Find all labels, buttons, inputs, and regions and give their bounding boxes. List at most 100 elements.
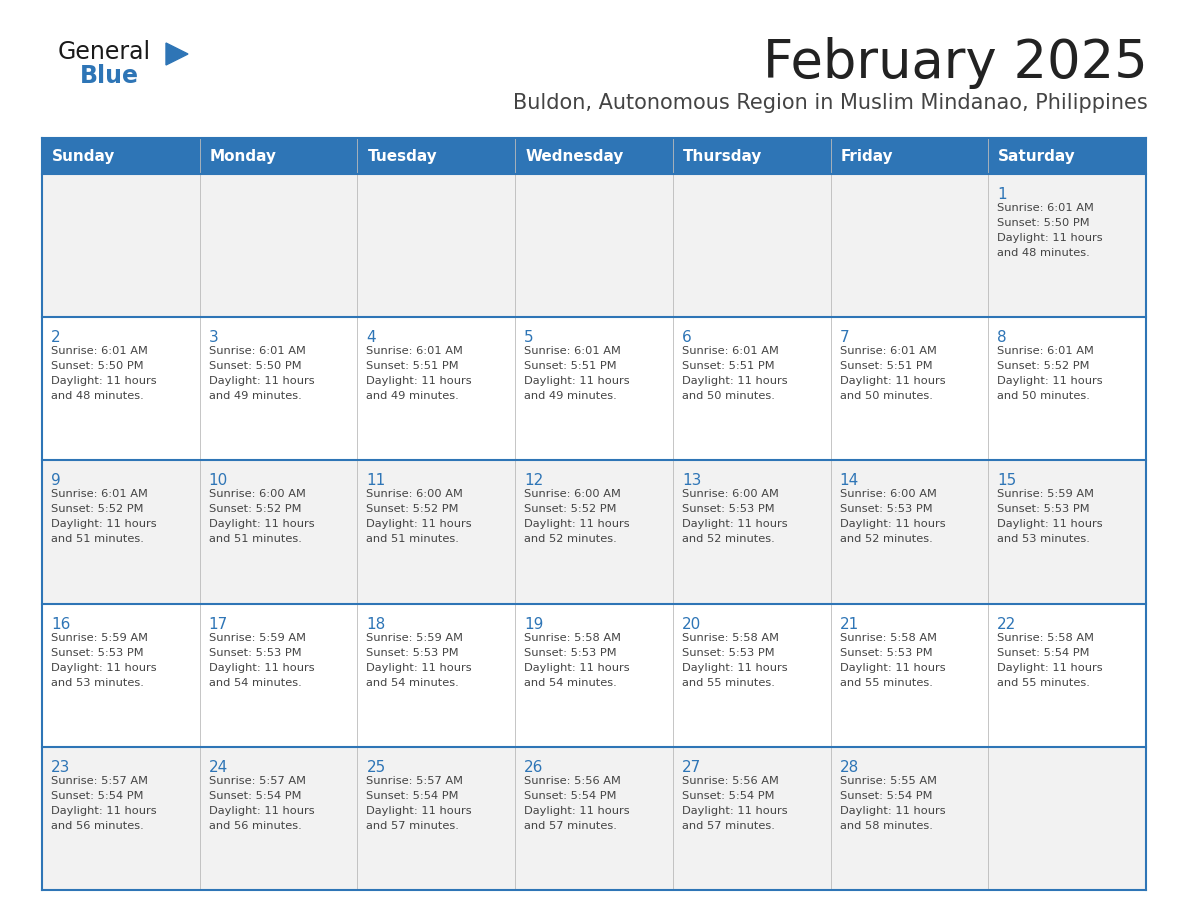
Text: Sunrise: 5:57 AM: Sunrise: 5:57 AM (209, 776, 305, 786)
Text: Sunrise: 5:58 AM: Sunrise: 5:58 AM (524, 633, 621, 643)
Text: Monday: Monday (210, 149, 277, 163)
Text: Friday: Friday (841, 149, 893, 163)
Text: Blue: Blue (80, 64, 139, 88)
Text: Sunset: 5:53 PM: Sunset: 5:53 PM (682, 647, 775, 657)
Text: Sunrise: 5:57 AM: Sunrise: 5:57 AM (366, 776, 463, 786)
Text: and 52 minutes.: and 52 minutes. (682, 534, 775, 544)
Text: Sunset: 5:53 PM: Sunset: 5:53 PM (209, 647, 302, 657)
Text: 5: 5 (524, 330, 533, 345)
Text: and 54 minutes.: and 54 minutes. (366, 677, 460, 688)
Text: Sunrise: 5:56 AM: Sunrise: 5:56 AM (524, 776, 621, 786)
Text: Sunset: 5:50 PM: Sunset: 5:50 PM (997, 218, 1089, 228)
Text: Sunset: 5:53 PM: Sunset: 5:53 PM (51, 647, 144, 657)
Text: Sunset: 5:54 PM: Sunset: 5:54 PM (840, 790, 933, 800)
Text: Sunrise: 5:59 AM: Sunrise: 5:59 AM (51, 633, 148, 643)
Text: 2: 2 (51, 330, 61, 345)
Text: Daylight: 11 hours: Daylight: 11 hours (209, 806, 315, 816)
Text: 11: 11 (366, 474, 386, 488)
Text: Daylight: 11 hours: Daylight: 11 hours (682, 663, 788, 673)
Text: and 51 minutes.: and 51 minutes. (366, 534, 460, 544)
Text: and 48 minutes.: and 48 minutes. (51, 391, 144, 401)
Text: Daylight: 11 hours: Daylight: 11 hours (51, 806, 157, 816)
Text: and 55 minutes.: and 55 minutes. (840, 677, 933, 688)
Text: Daylight: 11 hours: Daylight: 11 hours (524, 376, 630, 386)
Text: 10: 10 (209, 474, 228, 488)
Text: Sunset: 5:53 PM: Sunset: 5:53 PM (524, 647, 617, 657)
Text: Daylight: 11 hours: Daylight: 11 hours (524, 806, 630, 816)
Text: Sunrise: 6:00 AM: Sunrise: 6:00 AM (366, 489, 463, 499)
Text: and 52 minutes.: and 52 minutes. (524, 534, 617, 544)
Text: 23: 23 (51, 760, 70, 775)
Text: 25: 25 (366, 760, 386, 775)
Text: 8: 8 (997, 330, 1007, 345)
Text: Daylight: 11 hours: Daylight: 11 hours (997, 520, 1102, 530)
Bar (42, 604, 1146, 747)
Text: 14: 14 (840, 474, 859, 488)
Text: Wednesday: Wednesday (525, 149, 624, 163)
Text: Daylight: 11 hours: Daylight: 11 hours (997, 233, 1102, 243)
Text: Sunrise: 5:59 AM: Sunrise: 5:59 AM (997, 489, 1094, 499)
Text: 6: 6 (682, 330, 691, 345)
Text: 13: 13 (682, 474, 701, 488)
Text: Daylight: 11 hours: Daylight: 11 hours (209, 663, 315, 673)
Text: Sunrise: 5:58 AM: Sunrise: 5:58 AM (682, 633, 779, 643)
Text: Sunset: 5:53 PM: Sunset: 5:53 PM (682, 504, 775, 514)
Text: Daylight: 11 hours: Daylight: 11 hours (366, 663, 472, 673)
Text: Sunset: 5:51 PM: Sunset: 5:51 PM (366, 361, 459, 371)
Text: Sunset: 5:53 PM: Sunset: 5:53 PM (366, 647, 459, 657)
Text: and 57 minutes.: and 57 minutes. (524, 821, 617, 831)
Text: Sunrise: 6:01 AM: Sunrise: 6:01 AM (524, 346, 621, 356)
Text: Daylight: 11 hours: Daylight: 11 hours (209, 376, 315, 386)
Text: Daylight: 11 hours: Daylight: 11 hours (682, 806, 788, 816)
Text: and 49 minutes.: and 49 minutes. (366, 391, 460, 401)
Text: Daylight: 11 hours: Daylight: 11 hours (524, 520, 630, 530)
Text: Sunset: 5:51 PM: Sunset: 5:51 PM (840, 361, 933, 371)
Text: Sunrise: 6:00 AM: Sunrise: 6:00 AM (840, 489, 936, 499)
Text: and 57 minutes.: and 57 minutes. (682, 821, 775, 831)
Text: Sunset: 5:52 PM: Sunset: 5:52 PM (366, 504, 459, 514)
Text: Sunset: 5:50 PM: Sunset: 5:50 PM (209, 361, 302, 371)
Text: Sunrise: 5:59 AM: Sunrise: 5:59 AM (209, 633, 305, 643)
Text: Sunset: 5:54 PM: Sunset: 5:54 PM (366, 790, 459, 800)
Text: Sunrise: 5:55 AM: Sunrise: 5:55 AM (840, 776, 936, 786)
Text: and 55 minutes.: and 55 minutes. (682, 677, 775, 688)
Text: General: General (58, 40, 151, 64)
Text: 22: 22 (997, 617, 1017, 632)
Text: 9: 9 (51, 474, 61, 488)
Text: Sunrise: 6:01 AM: Sunrise: 6:01 AM (366, 346, 463, 356)
Text: and 55 minutes.: and 55 minutes. (997, 677, 1091, 688)
Text: Buldon, Autonomous Region in Muslim Mindanao, Philippines: Buldon, Autonomous Region in Muslim Mind… (513, 93, 1148, 113)
Text: 1: 1 (997, 187, 1007, 202)
Text: and 51 minutes.: and 51 minutes. (51, 534, 144, 544)
Text: 12: 12 (524, 474, 543, 488)
Text: Daylight: 11 hours: Daylight: 11 hours (209, 520, 315, 530)
Text: Daylight: 11 hours: Daylight: 11 hours (51, 520, 157, 530)
Text: Sunset: 5:52 PM: Sunset: 5:52 PM (524, 504, 617, 514)
Text: 19: 19 (524, 617, 544, 632)
Bar (42, 318, 1146, 461)
Text: Sunset: 5:53 PM: Sunset: 5:53 PM (840, 504, 933, 514)
Text: and 53 minutes.: and 53 minutes. (51, 677, 144, 688)
Text: Sunset: 5:50 PM: Sunset: 5:50 PM (51, 361, 144, 371)
Text: 26: 26 (524, 760, 544, 775)
Text: Sunset: 5:54 PM: Sunset: 5:54 PM (682, 790, 775, 800)
Text: 18: 18 (366, 617, 386, 632)
Text: and 50 minutes.: and 50 minutes. (682, 391, 775, 401)
Text: and 52 minutes.: and 52 minutes. (840, 534, 933, 544)
Text: Sunrise: 6:01 AM: Sunrise: 6:01 AM (51, 489, 147, 499)
Text: Sunrise: 6:01 AM: Sunrise: 6:01 AM (209, 346, 305, 356)
Text: and 48 minutes.: and 48 minutes. (997, 248, 1091, 258)
Text: Daylight: 11 hours: Daylight: 11 hours (366, 376, 472, 386)
Text: 16: 16 (51, 617, 70, 632)
Text: and 56 minutes.: and 56 minutes. (209, 821, 302, 831)
Text: Sunset: 5:54 PM: Sunset: 5:54 PM (997, 647, 1089, 657)
Text: Sunset: 5:52 PM: Sunset: 5:52 PM (51, 504, 144, 514)
Text: Sunrise: 6:01 AM: Sunrise: 6:01 AM (682, 346, 778, 356)
Text: Sunrise: 6:00 AM: Sunrise: 6:00 AM (682, 489, 778, 499)
Text: Sunset: 5:53 PM: Sunset: 5:53 PM (997, 504, 1089, 514)
Text: Daylight: 11 hours: Daylight: 11 hours (840, 520, 946, 530)
Text: Daylight: 11 hours: Daylight: 11 hours (840, 376, 946, 386)
Text: and 57 minutes.: and 57 minutes. (366, 821, 460, 831)
Text: Daylight: 11 hours: Daylight: 11 hours (366, 520, 472, 530)
Text: Daylight: 11 hours: Daylight: 11 hours (997, 663, 1102, 673)
